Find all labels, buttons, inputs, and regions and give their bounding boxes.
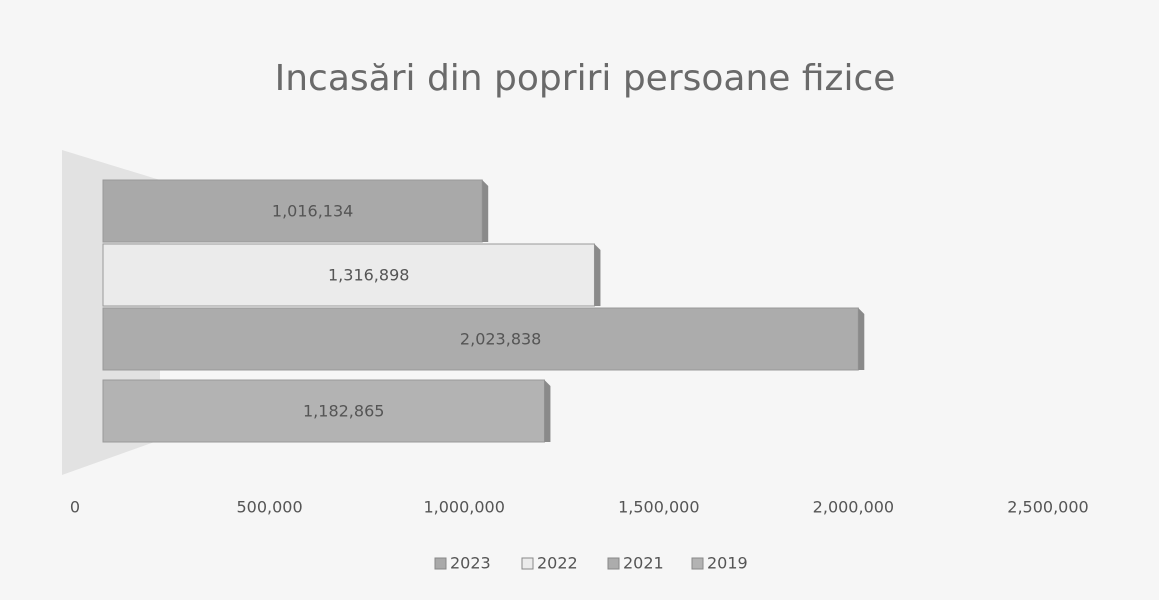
x-tick-label: 1,000,000 — [423, 498, 504, 517]
data-label: 1,316,898 — [328, 266, 409, 285]
x-tick-label: 2,000,000 — [813, 498, 894, 517]
legend-label: 2019 — [707, 554, 748, 573]
x-tick-label: 500,000 — [237, 498, 303, 517]
x-tick-label: 2,500,000 — [1007, 498, 1088, 517]
data-label: 1,016,134 — [272, 202, 353, 221]
data-label: 1,182,865 — [303, 402, 384, 421]
legend-swatch — [521, 557, 534, 570]
legend-label: 2023 — [450, 554, 491, 573]
legend-label: 2022 — [537, 554, 578, 573]
data-label: 2,023,838 — [460, 330, 541, 349]
bar-depth — [594, 244, 601, 306]
bar — [102, 307, 859, 371]
bar — [102, 179, 483, 243]
legend-swatch — [434, 557, 447, 570]
x-tick-label: 1,500,000 — [618, 498, 699, 517]
legend-swatch — [607, 557, 620, 570]
legend-label: 2021 — [623, 554, 664, 573]
bar-depth — [858, 308, 865, 370]
bar-depth — [482, 180, 489, 242]
legend-swatch — [691, 557, 704, 570]
x-tick-label: 0 — [70, 498, 80, 517]
bar — [102, 379, 545, 443]
chart-title: Incasări din popriri persoane fizice — [275, 58, 896, 99]
bar-depth — [544, 380, 551, 442]
